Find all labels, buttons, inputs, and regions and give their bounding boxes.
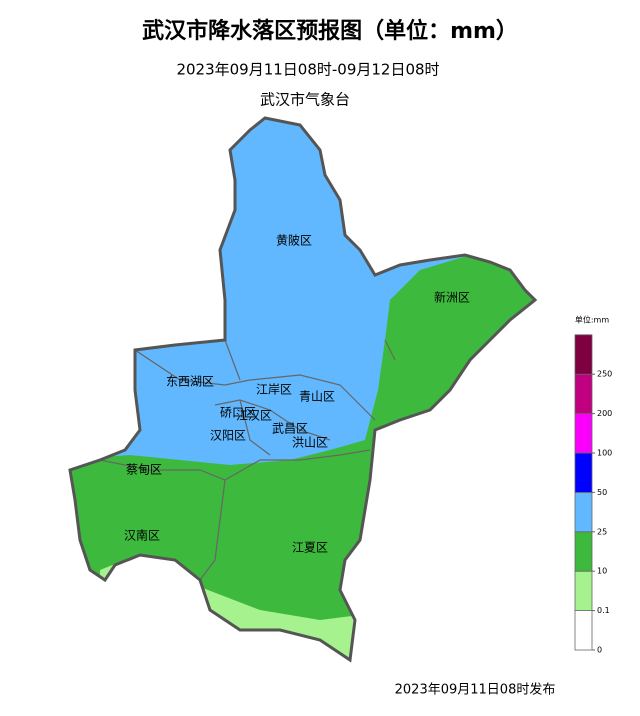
issuer: 武汉市气象台 <box>260 91 350 109</box>
subtitle: 2023年09月11日08时-09月12日08时 <box>176 61 439 79</box>
legend-label: 10 <box>597 567 607 576</box>
legend-label: 100 <box>597 449 612 458</box>
legend-swatch <box>574 610 593 651</box>
legend-swatch <box>574 373 593 415</box>
legend-label: 25 <box>597 527 607 536</box>
legend-swatch <box>574 491 593 533</box>
district-label: 洪山区 <box>292 436 328 450</box>
district-label: 汉南区 <box>124 528 160 543</box>
legend-label: 200 <box>597 409 612 418</box>
district-label: 东西湖区 <box>166 374 214 389</box>
area-blue <box>70 118 535 465</box>
district-label: 汉阳区 <box>210 429 246 443</box>
legend-label: 0.1 <box>597 606 610 615</box>
legend-swatch <box>574 570 593 612</box>
footer: 2023年09月11日08时发布 <box>395 682 556 698</box>
legend-swatch <box>574 334 593 375</box>
legend-swatch <box>574 452 593 493</box>
district-label: 武昌区 <box>272 422 308 436</box>
legend-unit: 单位:mm <box>575 315 609 325</box>
outline <box>68 116 538 663</box>
legend-label: 50 <box>597 488 607 497</box>
district-label: 青山区 <box>299 390 335 404</box>
legend-swatch <box>574 413 593 454</box>
legend-label: 0 <box>597 646 602 655</box>
district-label: 黄陂区 <box>276 233 312 248</box>
legend-label: 250 <box>597 370 612 379</box>
legend-swatch <box>574 531 593 572</box>
legend: 单位:mm 0 0.1 10 25 50 100 200 250 <box>574 315 612 655</box>
district-label: 硚口区 <box>220 406 256 420</box>
district-label: 新洲区 <box>434 290 470 305</box>
district-label: 江岸区 <box>256 383 292 397</box>
title: 武汉市降水落区预报图（单位：mm） <box>142 18 518 44</box>
borders <box>99 339 396 581</box>
district-label: 江夏区 <box>292 541 328 555</box>
district-label: 蔡甸区 <box>126 463 162 477</box>
district-label: 江汉区 <box>236 409 272 423</box>
